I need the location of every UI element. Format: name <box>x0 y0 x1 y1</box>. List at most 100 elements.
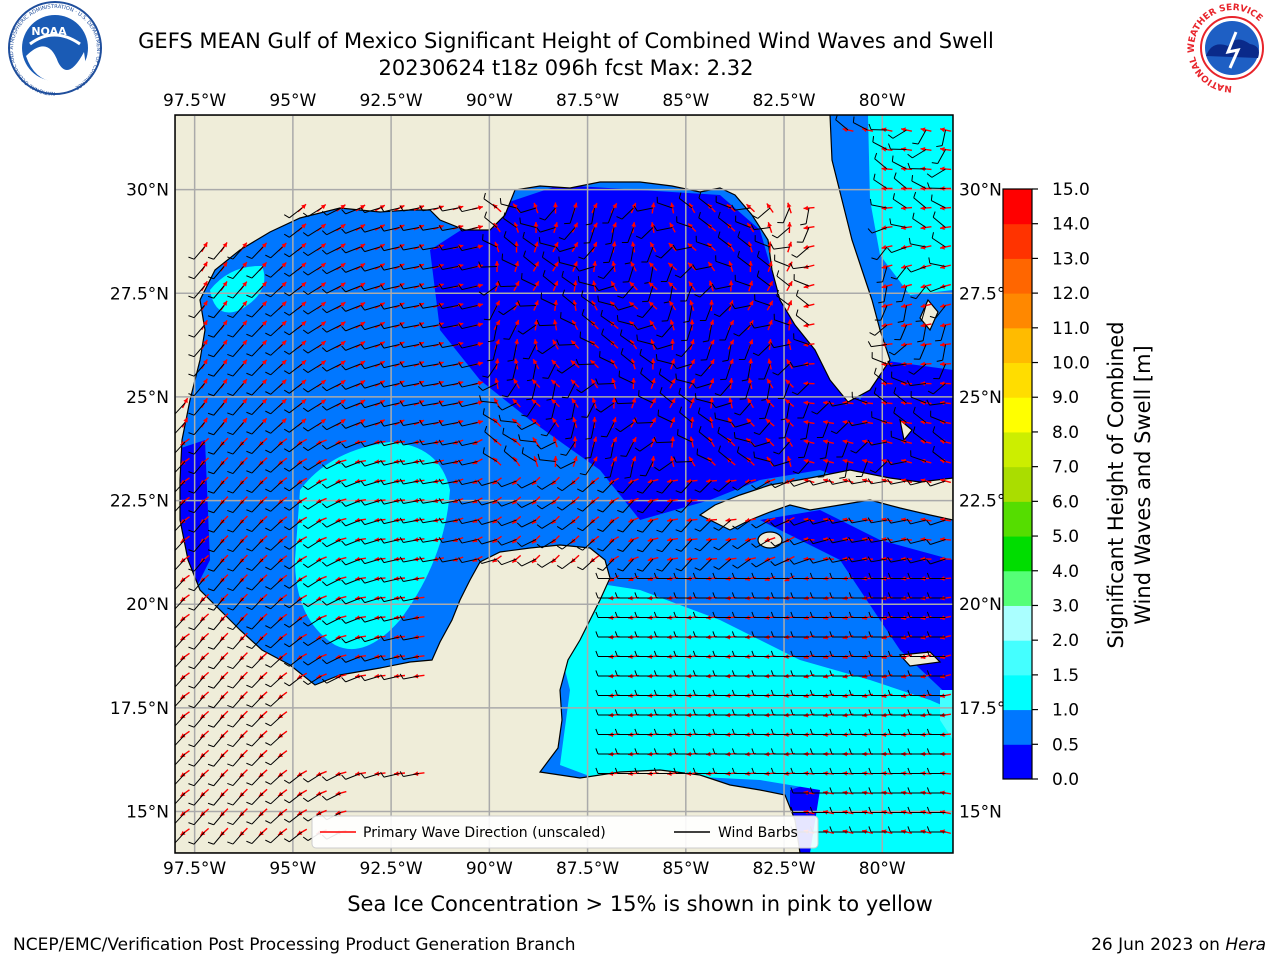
wind-barb <box>659 461 673 472</box>
wind-barb-flag <box>399 673 404 680</box>
wind-barb <box>364 266 381 272</box>
wind-barb-flag <box>380 303 385 310</box>
wind-barb-flag <box>597 509 604 513</box>
wave-direction-arrowhead <box>551 399 557 404</box>
wind-barb-flag <box>891 155 894 162</box>
wind-barb <box>500 420 517 423</box>
wind-barb-flag <box>246 782 253 786</box>
colorbar-tick-label: 0.5 <box>1052 735 1079 755</box>
wind-barb-flag <box>672 363 678 369</box>
lon-label-top: 82.5°W <box>752 91 815 111</box>
wind-barb-flag <box>169 471 175 473</box>
wave-direction-arrowhead <box>242 379 247 385</box>
wind-barb-flag <box>541 251 545 258</box>
gulf-of-mexico-map: Primary Wave Direction (unscaled) Wind B… <box>169 115 953 853</box>
wind-barb <box>661 480 673 494</box>
wind-barb-flag <box>907 709 911 716</box>
wind-barb <box>383 636 400 642</box>
wind-barb-flag <box>597 489 604 493</box>
wind-barb-flag <box>526 398 533 401</box>
wind-barb-flag <box>207 627 214 631</box>
wind-barb <box>422 363 439 368</box>
wind-barb-flag <box>614 689 618 696</box>
wind-barb-flag <box>419 497 424 504</box>
wind-barb <box>774 558 790 567</box>
wind-barb-flag <box>927 182 930 189</box>
wind-barb <box>718 558 732 570</box>
wind-barb-flag <box>887 787 891 794</box>
wind-barb <box>403 636 420 641</box>
wind-barb <box>213 792 225 806</box>
wind-barb-flag <box>750 322 755 329</box>
wind-barb <box>874 158 888 170</box>
wind-barb <box>561 480 576 492</box>
wave-direction-arrowhead <box>690 378 695 384</box>
wind-barb <box>699 558 712 571</box>
wind-barb <box>213 831 225 845</box>
wave-direction-arrowhead <box>881 225 887 231</box>
wind-barb <box>911 180 927 189</box>
wind-barb-flag <box>380 654 385 661</box>
wind-barb <box>307 558 322 568</box>
wind-barb <box>251 675 264 688</box>
wind-barb-flag <box>614 572 618 579</box>
wind-barb-flag <box>188 549 195 553</box>
wind-barb-flag <box>380 459 385 466</box>
wind-barb <box>696 383 712 389</box>
wind-barb <box>872 141 888 150</box>
wind-barb-flag <box>595 767 599 774</box>
wind-barb <box>562 294 576 306</box>
wind-barb <box>642 539 654 553</box>
wave-direction-arrowhead <box>183 417 188 423</box>
wind-barb-flag <box>321 678 328 684</box>
colorbar-tick-label: 1.5 <box>1052 666 1079 686</box>
wind-barb-flag <box>634 447 641 452</box>
noaa-logo: NOAA NATIONAL OCEANIC AND ATMOSPHERIC AD… <box>8 1 102 96</box>
wind-barb <box>774 480 790 489</box>
wave-direction-arrowhead <box>316 791 322 796</box>
wind-barb <box>680 519 693 533</box>
wind-barb <box>251 480 264 493</box>
wind-barb-flag <box>926 787 930 794</box>
colorbar-swatch <box>1003 397 1032 433</box>
wave-direction-arrowhead <box>355 634 360 640</box>
wave-direction-arrowhead <box>203 281 208 287</box>
wave-direction-arrowhead <box>180 596 186 602</box>
wind-barb-flag <box>633 324 639 330</box>
colorbar-tick-label: 0.0 <box>1052 770 1079 790</box>
wind-barb-flag <box>712 689 716 696</box>
wave-direction-arrowhead <box>532 519 537 524</box>
wave-direction-arrowhead <box>764 518 770 523</box>
wind-barb <box>777 227 790 239</box>
wind-barb-flag <box>360 266 366 272</box>
wave-direction-arrowhead <box>297 771 303 777</box>
wave-direction-arrowhead <box>355 478 360 484</box>
wind-barb-flag <box>169 627 175 629</box>
wind-barb <box>890 223 907 228</box>
wind-barb <box>383 305 400 310</box>
wave-direction-arrowhead <box>709 397 715 403</box>
wind-barb-flag <box>712 709 716 716</box>
wind-barb <box>913 363 927 375</box>
wind-barb <box>717 236 732 248</box>
wind-barb <box>345 558 361 566</box>
wind-barb-flag <box>341 462 346 468</box>
wind-barb-flag <box>828 400 833 407</box>
wind-barb-flag <box>419 224 424 231</box>
wind-barb-flag <box>501 395 508 398</box>
wind-barb <box>603 266 615 279</box>
wind-barb-flag <box>283 311 290 316</box>
wind-barb-flag <box>595 670 599 677</box>
wave-direction-arrowhead <box>803 400 809 406</box>
lon-label-top: 87.5°W <box>556 91 619 111</box>
wave-direction-arrowhead <box>881 303 887 309</box>
wind-barb <box>832 539 849 544</box>
wind-barb-flag <box>399 615 404 621</box>
wind-barb <box>213 714 225 728</box>
wind-barb-flag <box>906 557 911 564</box>
wind-barb-flag <box>399 225 404 231</box>
wind-barb-flag <box>733 432 736 439</box>
wind-barb-flag <box>321 386 328 392</box>
wind-barb <box>738 324 751 337</box>
wind-barb <box>403 344 420 349</box>
